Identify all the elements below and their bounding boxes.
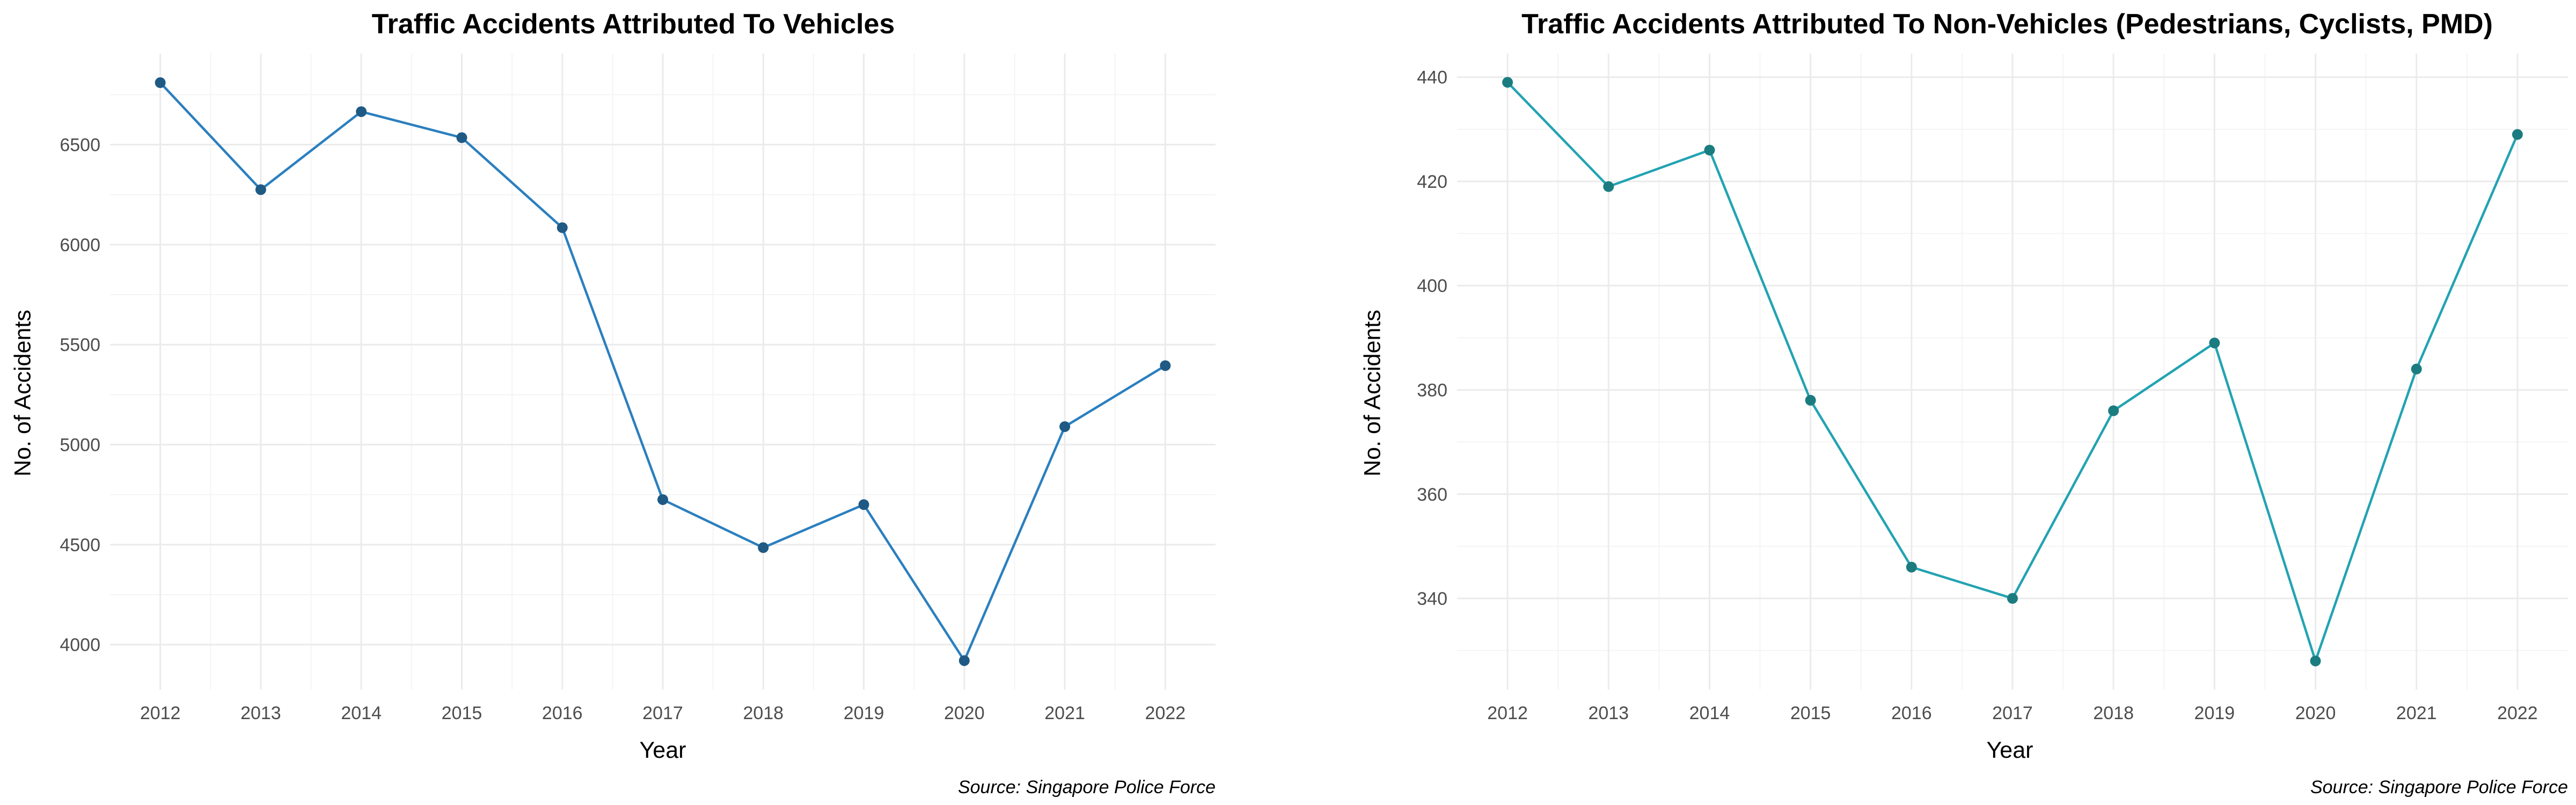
source-caption: Source: Singapore Police Force	[2310, 777, 2568, 797]
x-tick-label: 2016	[1891, 703, 1932, 723]
x-tick-label: 2015	[442, 703, 482, 723]
data-point	[1160, 360, 1171, 371]
y-tick-label: 5000	[60, 435, 100, 456]
data-point	[758, 542, 769, 553]
data-point	[2411, 363, 2422, 375]
y-tick-label: 380	[1417, 380, 1447, 400]
x-tick-label: 2022	[2497, 703, 2538, 723]
x-tick-label: 2019	[844, 703, 884, 723]
y-axis-title: No. of Accidents	[10, 310, 35, 477]
data-point	[1059, 421, 1071, 432]
x-tick-label: 2012	[140, 703, 181, 723]
data-point	[456, 132, 467, 143]
x-tick-label: 2021	[2396, 703, 2437, 723]
x-tick-label: 2014	[1689, 703, 1730, 723]
x-tick-label: 2013	[240, 703, 281, 723]
x-axis-title: Year	[640, 737, 686, 763]
data-point	[255, 184, 266, 195]
data-point	[1603, 181, 1614, 192]
data-point	[2108, 405, 2119, 416]
x-tick-label: 2013	[1588, 703, 1629, 723]
data-point	[657, 494, 668, 505]
y-tick-label: 5500	[60, 335, 100, 355]
y-tick-label: 360	[1417, 485, 1447, 505]
data-point	[557, 222, 568, 233]
data-point	[2209, 338, 2220, 349]
data-point	[2007, 593, 2018, 604]
y-tick-label: 4500	[60, 535, 100, 555]
x-tick-label: 2022	[1145, 703, 1186, 723]
y-tick-label: 340	[1417, 589, 1447, 609]
x-tick-label: 2020	[944, 703, 985, 723]
y-tick-label: 6000	[60, 235, 100, 255]
data-point	[2512, 129, 2523, 140]
y-tick-label: 440	[1417, 68, 1447, 88]
data-point	[858, 499, 869, 510]
y-tick-label: 6500	[60, 135, 100, 156]
data-point	[356, 106, 367, 118]
data-point	[958, 655, 970, 666]
data-point	[1805, 394, 1816, 406]
chart-title: Traffic Accidents Attributed To Vehicles	[372, 9, 895, 40]
y-tick-label: 400	[1417, 276, 1447, 296]
x-tick-label: 2017	[1992, 703, 2033, 723]
y-axis-title: No. of Accidents	[1359, 310, 1385, 477]
x-tick-label: 2014	[341, 703, 382, 723]
x-tick-label: 2018	[743, 703, 784, 723]
source-caption: Source: Singapore Police Force	[958, 777, 1216, 797]
x-tick-label: 2020	[2295, 703, 2336, 723]
data-point	[1906, 561, 1917, 573]
data-point	[155, 77, 166, 89]
chart-panel-1: 4000 4500 5000 5500 6000 6500 2012 2013 2014 2015…	[10, 9, 1216, 797]
x-tick-label: 2018	[2093, 703, 2134, 723]
x-tick-label: 2012	[1487, 703, 1528, 723]
x-tick-label: 2015	[1790, 703, 1831, 723]
data-point	[1502, 77, 1513, 88]
y-tick-label: 4000	[60, 635, 100, 655]
x-tick-label: 2021	[1044, 703, 1085, 723]
x-axis-title: Year	[1987, 737, 2033, 763]
y-tick-label: 420	[1417, 172, 1447, 192]
chart-title: Traffic Accidents Attributed To Non-Vehi…	[1521, 9, 2493, 40]
x-tick-label: 2019	[2194, 703, 2235, 723]
chart-panel-2: 340 360 380 400 420 440 2012 2013 2014 2015 2016 20…	[1359, 9, 2568, 797]
data-point	[1704, 144, 1715, 156]
x-tick-label: 2016	[542, 703, 583, 723]
x-tick-label: 2017	[642, 703, 683, 723]
data-point	[2310, 655, 2321, 667]
